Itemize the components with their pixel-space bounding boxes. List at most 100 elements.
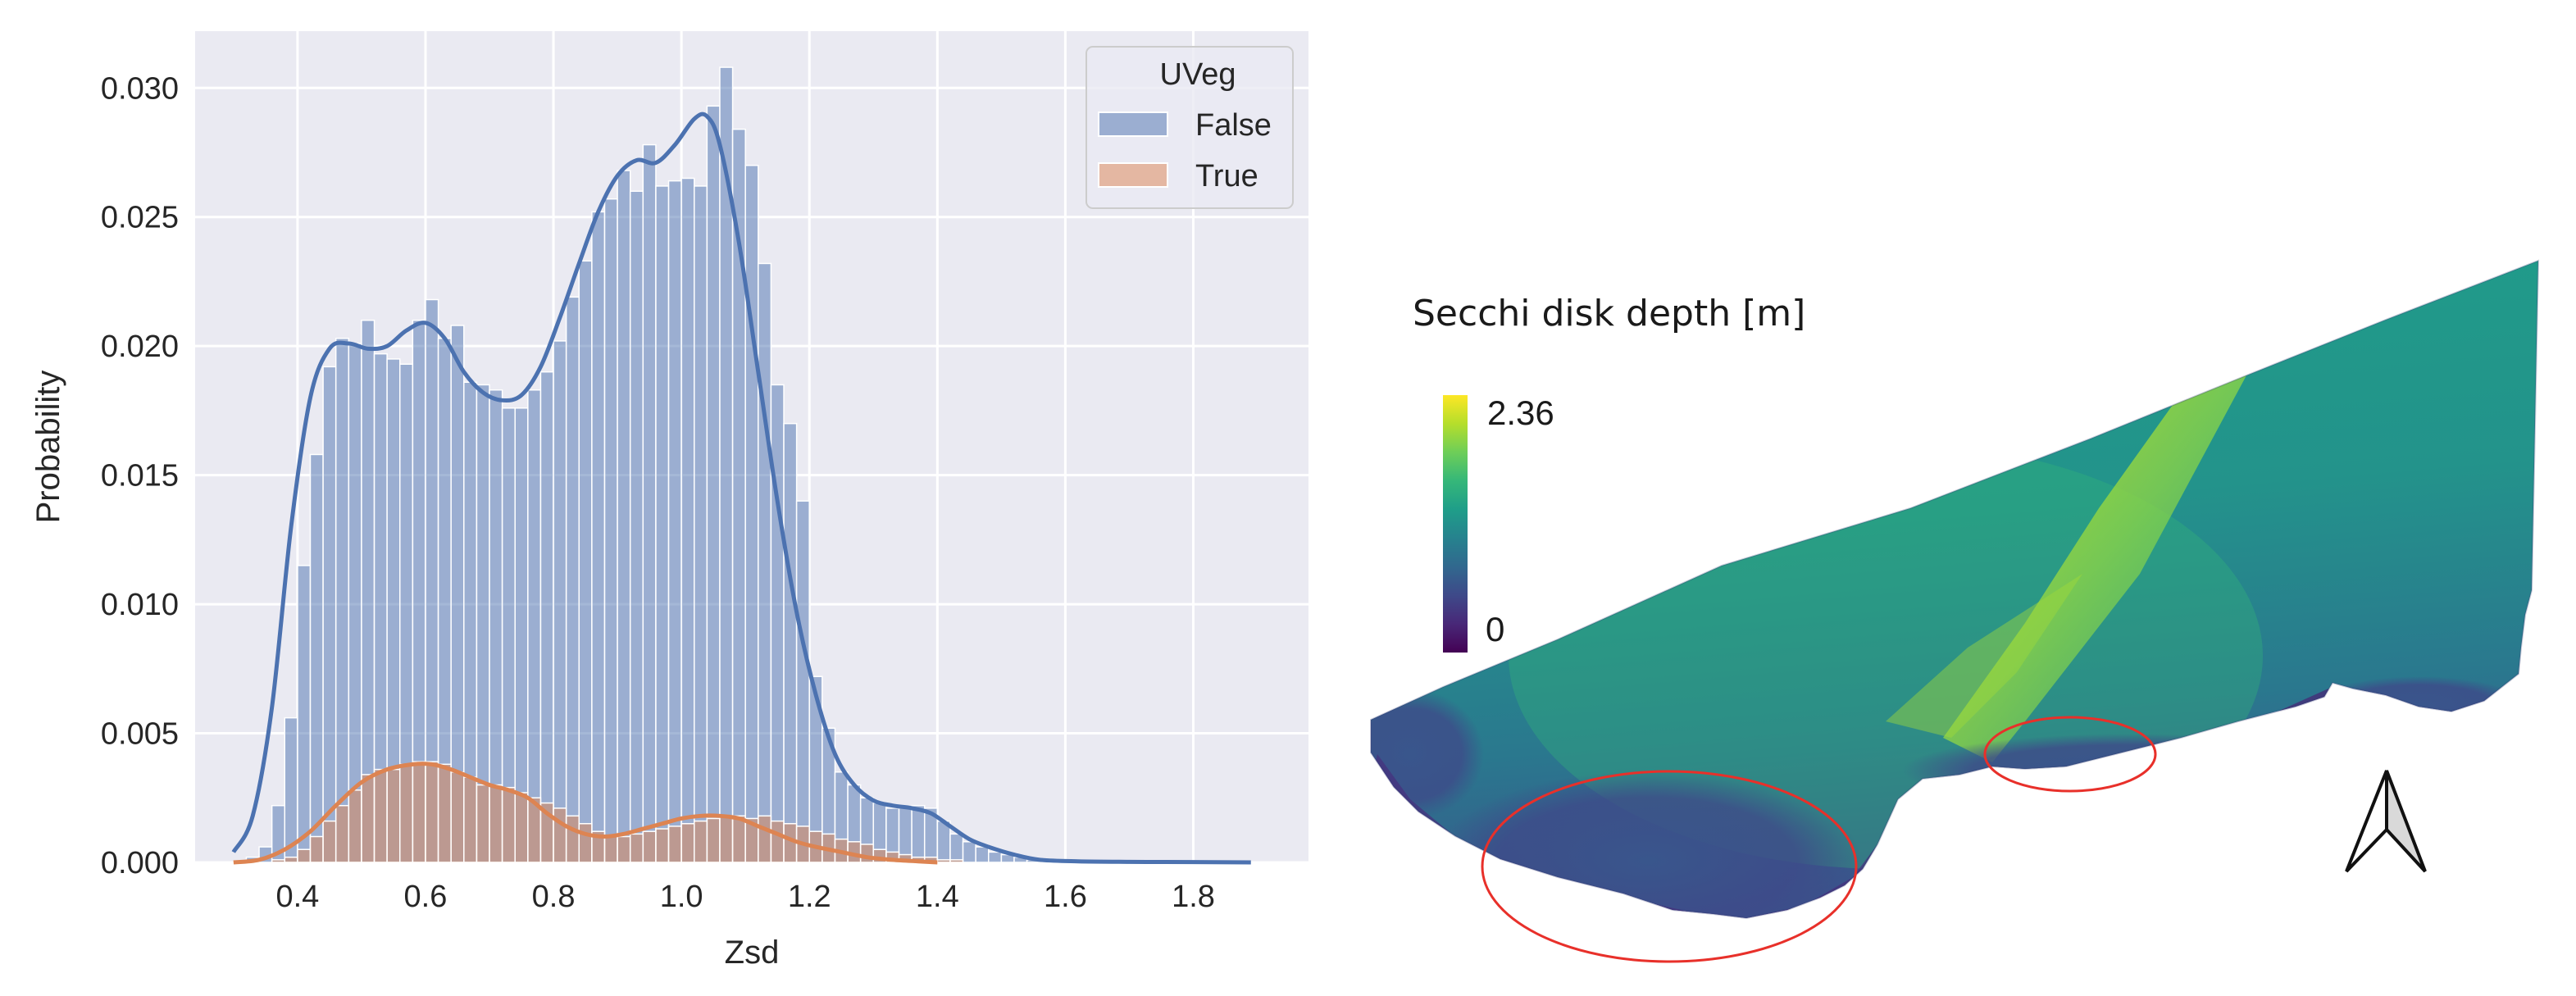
histogram-bar-true [501, 786, 516, 863]
histogram-bar-true [667, 825, 682, 863]
histogram-bar-true [398, 763, 414, 863]
histogram-bar-true [719, 815, 734, 863]
histogram-bar-true [284, 856, 298, 863]
histogram-bar-true [437, 763, 452, 863]
histogram-bar-true [553, 807, 567, 863]
histogram-bar-false [642, 143, 657, 863]
colorbar: 2.36 0 [1443, 393, 1554, 653]
histogram-bar-false [795, 500, 810, 863]
colorbar-min-label: 0 [1486, 610, 1504, 648]
legend-swatch-true [1098, 162, 1168, 188]
histogram-bar-true [322, 820, 337, 863]
bars-true-series [271, 761, 964, 863]
x-tick-labels: 0.4 0.6 0.8 1.0 1.2 1.4 1.6 1.8 [275, 880, 1214, 914]
histogram-bar-true [463, 776, 478, 863]
histogram-bar-false [553, 340, 567, 863]
histogram-bar-false [783, 422, 798, 863]
histogram-bar-false [758, 262, 772, 863]
histogram-bar-false [322, 366, 337, 863]
histogram-bar-true [271, 859, 286, 863]
histogram-bar-false [949, 833, 964, 863]
histogram-bar-true [386, 768, 401, 863]
histogram-bar-false [309, 453, 324, 863]
histogram-bar-true [476, 784, 490, 863]
y-tick-label: 0.030 [101, 71, 179, 106]
histogram-bar-false [988, 851, 1003, 863]
legend-label-true: True [1195, 159, 1258, 193]
histogram-bar-false [975, 846, 990, 863]
y-tick-label: 0.015 [101, 459, 179, 493]
y-tick-labels: 0.000 0.005 0.010 0.015 0.020 0.025 0.030 [101, 71, 179, 880]
histogram-bar-false [770, 384, 785, 863]
histogram-bar-false [578, 260, 593, 863]
histogram-bar-true [412, 761, 426, 863]
kde-lines [231, 111, 1251, 865]
histogram-bar-false [565, 296, 580, 863]
legend-title: UVeg [1160, 57, 1236, 92]
x-tick-label: 0.4 [275, 880, 319, 914]
histogram-bar-false [744, 165, 759, 863]
histogram-bar-false [667, 180, 682, 863]
histogram-bar-true [309, 835, 324, 863]
x-tick-label: 1.6 [1044, 880, 1087, 914]
y-axis-label: Probability [30, 371, 66, 524]
histogram-bar-true [706, 817, 721, 863]
histogram-bar-true [297, 848, 312, 863]
annotation-ellipse-south [1983, 716, 2157, 793]
histogram-bar-false [706, 105, 721, 863]
histogram-bar-true [617, 835, 631, 863]
histogram-bar-true [642, 830, 657, 863]
histogram-bar-true [655, 828, 670, 863]
x-tick-label: 1.4 [916, 880, 959, 914]
histogram-bar-true [348, 789, 362, 863]
colorbar-ramp [1443, 395, 1468, 653]
x-tick-label: 1.0 [660, 880, 703, 914]
histogram-bar-true [565, 815, 580, 863]
histogram-bar-true [694, 820, 708, 863]
x-axis-label: Zsd [725, 935, 780, 971]
histogram-chart: 0.4 0.6 0.8 1.0 1.2 1.4 1.6 1.8 0.000 0.005 0.010… [30, 31, 1308, 971]
y-tick-label: 0.005 [101, 717, 179, 752]
legend-label-false: False [1195, 108, 1272, 143]
histogram-bar-true [578, 823, 593, 863]
y-tick-label: 0.025 [101, 201, 179, 235]
histogram-bar-false [911, 804, 926, 863]
histogram-bar-true [489, 784, 503, 863]
histogram-bar-true [335, 804, 350, 863]
histogram-bar-false [694, 185, 708, 863]
histogram-bar-true [425, 761, 439, 863]
x-tick-label: 0.6 [404, 880, 448, 914]
bars-false-series [245, 66, 1245, 863]
map-outline [1370, 259, 2540, 920]
x-tick-label: 0.8 [532, 880, 576, 914]
kde-line-true [233, 762, 938, 865]
y-tick-label: 0.010 [101, 588, 179, 622]
legend-swatch-false [1098, 111, 1168, 137]
histogram-bar-true [361, 774, 375, 863]
histogram-bar-false [603, 198, 618, 863]
histogram-bar-false [680, 177, 695, 863]
legend: UVeg False True [1085, 46, 1294, 209]
histogram-bar-false [297, 565, 312, 863]
histogram-bar-false [629, 190, 644, 863]
annotation-ellipse-southwest [1481, 770, 1858, 963]
histogram-bar-true [373, 768, 388, 863]
histogram-bar-false [527, 389, 542, 863]
histogram-bar-false [539, 371, 554, 863]
x-tick-label: 1.2 [788, 880, 831, 914]
map-title: Secchi disk depth [m] [1413, 293, 1805, 334]
colorbar-max-label: 2.36 [1487, 393, 1554, 432]
histogram-bar-true [680, 823, 695, 863]
y-tick-label: 0.020 [101, 330, 179, 364]
histogram-bar-true [450, 771, 465, 863]
histogram-bar-false [655, 185, 670, 863]
secchi-map: Secchi disk depth [m] 2.36 0 [1370, 259, 2540, 963]
y-tick-label: 0.000 [101, 846, 179, 880]
histogram-bar-true [770, 820, 785, 863]
histogram-bar-false [962, 841, 976, 863]
x-tick-label: 1.8 [1172, 880, 1215, 914]
histogram-bar-true [731, 815, 746, 863]
histogram-bar-false [591, 211, 606, 863]
histogram-bar-true [949, 859, 964, 863]
